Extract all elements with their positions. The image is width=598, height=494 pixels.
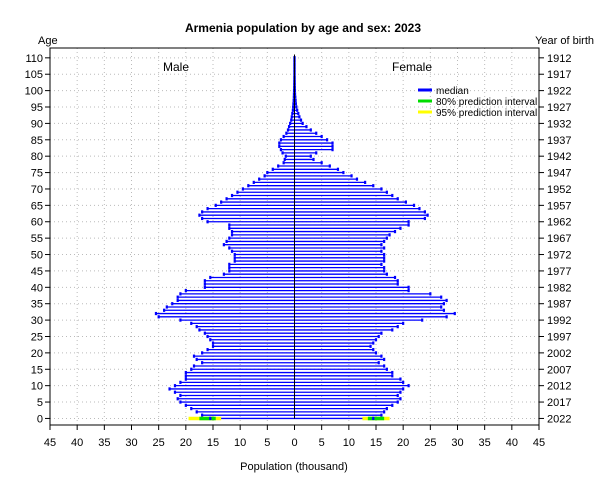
age-tick-label: 25: [31, 331, 43, 343]
age-tick-label: 50: [31, 250, 43, 262]
x-tick-label: 35: [98, 437, 110, 449]
x-tick-label: 5: [264, 437, 270, 449]
x-tick-label: 25: [153, 437, 165, 449]
year-tick-label: 1947: [547, 168, 571, 180]
age-tick-label: 100: [25, 86, 43, 98]
x-tick-label: 20: [397, 437, 409, 449]
age-tick-label: 0: [37, 413, 43, 425]
year-tick-label: 2017: [547, 397, 571, 409]
x-tick-label: 20: [180, 437, 192, 449]
male-label: Male: [163, 60, 189, 74]
x-tick-label: 0: [291, 437, 297, 449]
age-tick-label: 75: [31, 168, 43, 180]
age-tick-label: 15: [31, 364, 43, 376]
year-tick-label: 2007: [547, 364, 571, 376]
year-tick-label: 1972: [547, 250, 571, 262]
year-tick-label: 1937: [547, 135, 571, 147]
x-tick-label: 15: [207, 437, 219, 449]
x-tick-label: 5: [319, 437, 325, 449]
year-tick-label: 1927: [547, 102, 571, 114]
age-tick-label: 45: [31, 266, 43, 278]
chart-title: Armenia population by age and sex: 2023: [185, 21, 421, 35]
age-tick-label: 110: [25, 53, 43, 65]
x-tick-label: 10: [234, 437, 246, 449]
year-tick-label: 1952: [547, 184, 571, 196]
y-axis-label-right: Year of birth: [535, 35, 594, 47]
bars-group: [154, 56, 456, 421]
y-axis-label-left: Age: [38, 35, 58, 47]
age-tick-label: 80: [31, 151, 43, 163]
age-tick-label: 5: [37, 397, 43, 409]
age-tick-label: 30: [31, 315, 43, 327]
legend-label: median: [436, 86, 469, 97]
year-tick-label: 1912: [547, 53, 571, 65]
x-tick-label: 30: [125, 437, 137, 449]
year-tick-label: 1942: [547, 151, 571, 163]
age-tick-label: 85: [31, 135, 43, 147]
x-tick-label: 15: [370, 437, 382, 449]
age-tick-label: 40: [31, 282, 43, 294]
age-tick-label: 20: [31, 348, 43, 360]
age-tick-label: 60: [31, 217, 43, 229]
x-tick-label: 25: [424, 437, 436, 449]
legend-label: 80% prediction interval: [436, 97, 537, 108]
age-tick-label: 35: [31, 299, 43, 311]
year-tick-label: 1962: [547, 217, 571, 229]
year-tick-label: 1917: [547, 69, 571, 81]
year-tick-label: 1982: [547, 282, 571, 294]
x-tick-label: 10: [343, 437, 355, 449]
age-tick-label: 95: [31, 102, 43, 114]
age-tick-label: 105: [25, 69, 43, 81]
year-tick-label: 1922: [547, 86, 571, 98]
female-label: Female: [392, 60, 432, 74]
year-tick-label: 1992: [547, 315, 571, 327]
year-tick-label: 2002: [547, 348, 571, 360]
age-tick-label: 90: [31, 118, 43, 130]
year-tick-label: 1967: [547, 233, 571, 245]
legend-label: 95% prediction interval: [436, 108, 537, 119]
x-axis-ticks: 45 40 35 30 25 20 15 10 5 0 5 10 15 20 25 30 35 40 45: [44, 425, 545, 449]
year-tick-label: 2012: [547, 381, 571, 393]
year-tick-label: 1997: [547, 331, 571, 343]
year-tick-label: 2022: [547, 413, 571, 425]
x-tick-label: 40: [506, 437, 518, 449]
x-tick-label: 45: [533, 437, 545, 449]
age-tick-label: 65: [31, 200, 43, 212]
age-tick-label: 55: [31, 233, 43, 245]
x-tick-label: 40: [71, 437, 83, 449]
x-axis-label: Population (thousand): [240, 461, 348, 473]
year-tick-label: 1932: [547, 118, 571, 130]
y-axis-ticks-right: 2022 2017 2012 2007 2002 1997 1992 1987 1982 1977…: [539, 53, 571, 425]
x-tick-label: 30: [451, 437, 463, 449]
year-tick-label: 1977: [547, 266, 571, 278]
age-tick-label: 70: [31, 184, 43, 196]
year-tick-label: 1987: [547, 299, 571, 311]
x-tick-label: 35: [479, 437, 491, 449]
year-tick-label: 1957: [547, 200, 571, 212]
x-tick-label: 45: [44, 437, 56, 449]
age-tick-label: 10: [31, 381, 43, 393]
prediction-intervals: [188, 416, 390, 421]
y-axis-ticks-left: 0 5 10 15 20 25 30 35 40 45 50 55 60 65 70 75 80 85 90 95 10…: [25, 53, 50, 425]
